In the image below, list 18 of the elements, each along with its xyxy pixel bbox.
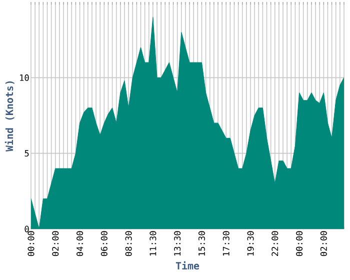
x-tick-label: 02:00	[320, 231, 327, 256]
x-tick-label: 04:00	[76, 231, 84, 256]
x-tick-label: 15:30	[198, 231, 205, 256]
x-tick-label: 19:30	[247, 231, 254, 256]
y-tick-label: 5	[24, 150, 29, 157]
x-tick-label: 06:00	[100, 231, 108, 256]
y-axis-title: Wind (Knots)	[4, 81, 14, 152]
y-tick-label: 0	[24, 226, 29, 232]
x-tick-label: 08:30	[125, 231, 132, 256]
x-tick-label: 00:00	[28, 231, 34, 256]
x-tick-label: 02:00	[52, 231, 59, 256]
x-tick-label: 17:30	[222, 231, 230, 256]
x-axis-title: Time	[176, 261, 200, 270]
x-tick-label: 11:30	[150, 231, 156, 256]
x-tick-label: 00:00	[296, 231, 303, 256]
x-tick-label: 13:30	[174, 231, 181, 256]
y-tick-label: 10	[20, 74, 29, 81]
x-tick-label: 22:00	[272, 231, 278, 256]
